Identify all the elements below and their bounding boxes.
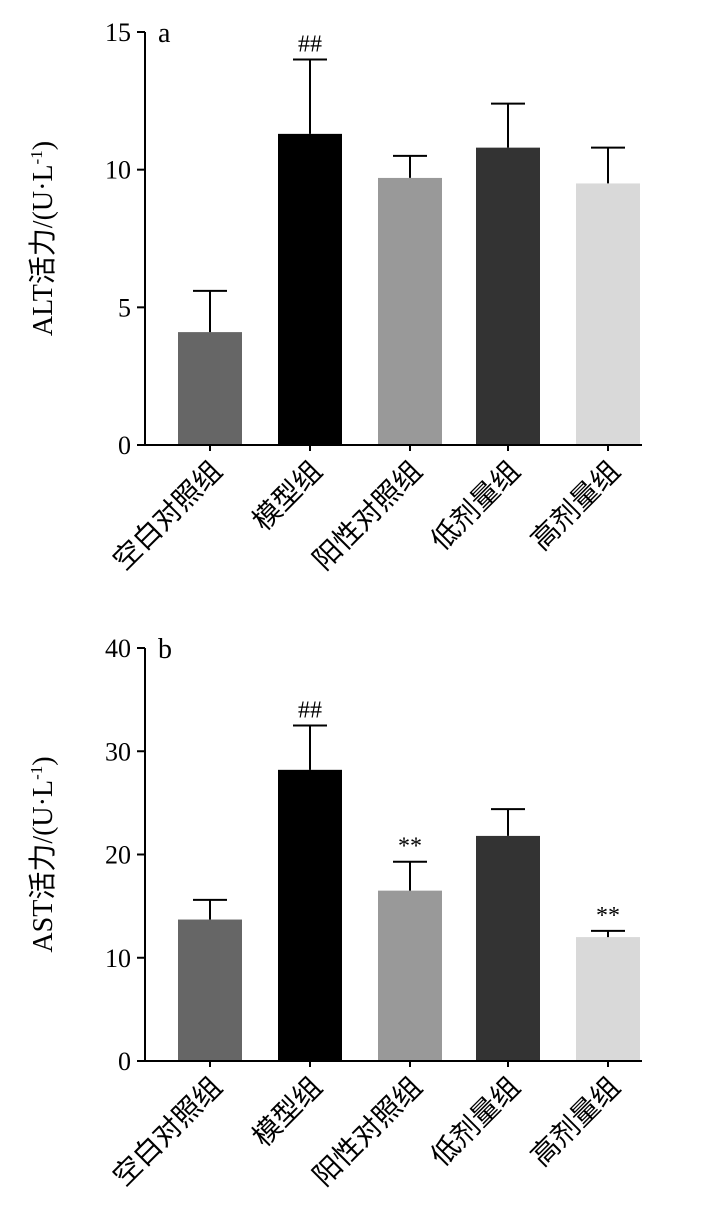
- error-bar-5: [591, 146, 625, 184]
- bar-1: [178, 919, 242, 1061]
- category-label-1: 空白对照组: [107, 455, 229, 577]
- error-bar-2: [293, 58, 327, 134]
- significance-mark-3: **: [398, 834, 422, 860]
- error-bar-5: [591, 929, 625, 938]
- y-tick-label-0: 0: [118, 1047, 131, 1076]
- category-label-4: 低剂量组: [425, 455, 527, 557]
- panel-label: a: [158, 18, 171, 49]
- category-label-3: 阳性对照组: [307, 1071, 429, 1193]
- error-bar-1: [193, 898, 227, 920]
- y-tick-label-10: 10: [105, 156, 131, 185]
- y-axis-title: AST活力/(U·L-1): [27, 756, 59, 952]
- error-bar-3: [393, 154, 427, 178]
- error-bar-3: [393, 860, 427, 891]
- panel-label: b: [158, 634, 172, 665]
- y-tick-label-5: 5: [118, 293, 131, 322]
- category-label-5: 高剂量组: [525, 1071, 627, 1173]
- bar-1: [178, 332, 242, 445]
- bar-5: [576, 937, 640, 1061]
- y-tick-label-20: 20: [105, 841, 131, 870]
- category-label-5: 高剂量组: [525, 455, 627, 557]
- bar-3: [378, 890, 442, 1061]
- error-bar-4: [491, 808, 525, 836]
- error-bar-4: [491, 102, 525, 148]
- bar-2: [278, 769, 342, 1061]
- error-bar-1: [193, 289, 227, 333]
- category-label-2: 模型组: [247, 455, 329, 537]
- y-tick-label-0: 0: [118, 431, 131, 460]
- significance-mark-2: ##: [298, 697, 322, 723]
- error-bar-2: [293, 724, 327, 770]
- significance-mark-5: **: [596, 903, 620, 929]
- y-axis-title: ALT活力/(U·L-1): [27, 141, 59, 336]
- significance-mark-2: ##: [298, 32, 322, 58]
- category-label-1: 空白对照组: [107, 1071, 229, 1193]
- y-tick-label-40: 40: [105, 634, 131, 663]
- y-tick-label-10: 10: [105, 944, 131, 973]
- bar-2: [278, 133, 342, 445]
- bar-3: [378, 177, 442, 445]
- bar-4: [476, 835, 540, 1061]
- y-tick-label-30: 30: [105, 737, 131, 766]
- category-label-2: 模型组: [247, 1071, 329, 1153]
- y-tick-label-15: 15: [105, 18, 131, 47]
- bar-5: [576, 183, 640, 445]
- bar-4: [476, 147, 540, 445]
- category-label-3: 阳性对照组: [307, 455, 429, 577]
- category-label-4: 低剂量组: [425, 1071, 527, 1173]
